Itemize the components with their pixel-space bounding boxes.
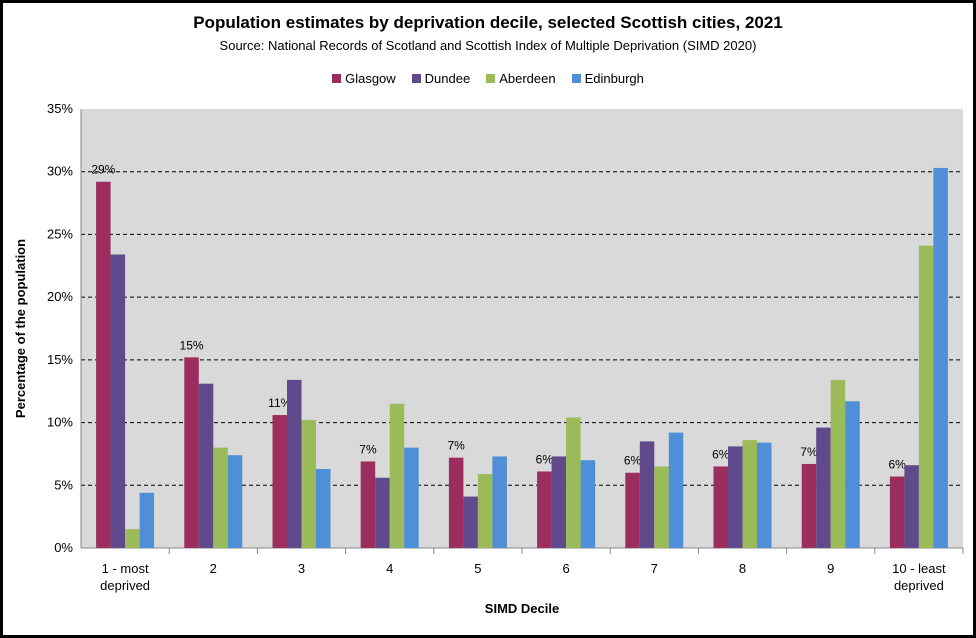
bar-dundee xyxy=(110,254,126,549)
bar-edinburgh xyxy=(316,468,331,548)
y-tick-label: 20% xyxy=(47,289,73,304)
data-label: 7% xyxy=(359,442,377,456)
bar-glasgow xyxy=(360,461,376,548)
x-tick-label: 2 xyxy=(210,561,217,576)
bar-aberdeen xyxy=(213,447,228,548)
bar-dundee xyxy=(904,465,919,548)
bar-dundee xyxy=(198,383,214,548)
y-tick-label: 15% xyxy=(47,352,73,367)
y-axis-title: Percentage of the population xyxy=(13,239,28,418)
bar-glasgow xyxy=(713,466,728,548)
bar-dundee xyxy=(639,441,655,548)
y-tick-label: 30% xyxy=(47,164,73,179)
legend-label: Edinburgh xyxy=(584,71,644,86)
x-tick-label: 4 xyxy=(386,561,393,576)
bar-glasgow xyxy=(96,181,111,548)
bar-edinburgh xyxy=(757,442,772,548)
bar-glasgow xyxy=(448,457,464,548)
x-tick-label: deprived xyxy=(100,578,150,593)
legend: Glasgow Dundee Aberdeen Edinburgh xyxy=(3,71,973,86)
data-label: 6% xyxy=(888,458,906,472)
legend-item-dundee: Dundee xyxy=(411,71,471,86)
legend-label: Aberdeen xyxy=(499,71,556,86)
data-label: 6% xyxy=(536,452,554,466)
bar-dundee xyxy=(463,496,478,548)
x-tick-label: 9 xyxy=(827,561,834,576)
bar-aberdeen xyxy=(918,245,934,548)
x-axis-title: SIMD Decile xyxy=(485,601,559,616)
legend-swatch xyxy=(486,74,496,83)
bar-edinburgh xyxy=(227,455,243,548)
y-tick-label: 0% xyxy=(54,540,73,555)
data-label: 7% xyxy=(800,445,818,459)
data-label: 6% xyxy=(624,454,642,468)
bar-aberdeen xyxy=(301,420,316,548)
chart-title: Population estimates by deprivation deci… xyxy=(193,13,783,32)
bar-aberdeen xyxy=(830,379,846,548)
bar-edinburgh xyxy=(845,401,860,548)
x-tick-label: 1 - most xyxy=(102,561,149,576)
legend-label: Glasgow xyxy=(345,71,396,86)
data-label: 29% xyxy=(91,163,115,177)
bar-edinburgh xyxy=(139,492,155,548)
bar-aberdeen xyxy=(742,440,757,548)
bar-aberdeen xyxy=(125,529,140,548)
legend-item-glasgow: Glasgow xyxy=(332,71,396,86)
x-tick-label: 6 xyxy=(562,561,569,576)
bar-glasgow xyxy=(272,415,287,548)
x-tick-label: 7 xyxy=(651,561,658,576)
bar-dundee xyxy=(551,456,567,548)
data-label: 15% xyxy=(180,338,204,352)
data-label: 7% xyxy=(447,439,465,453)
bar-edinburgh xyxy=(668,432,684,548)
bar-glasgow xyxy=(184,357,199,548)
data-label: 11% xyxy=(268,396,291,410)
bar-glasgow xyxy=(889,476,905,548)
bar-dundee xyxy=(816,427,831,548)
bar-dundee xyxy=(287,379,302,548)
bar-edinburgh xyxy=(933,167,948,549)
chart-subtitle: Source: National Records of Scotland and… xyxy=(219,38,757,53)
bar-aberdeen xyxy=(566,417,581,548)
legend-swatch xyxy=(571,74,581,83)
x-tick-label: 10 - least xyxy=(892,561,946,576)
bar-glasgow xyxy=(625,472,640,548)
legend-label: Dundee xyxy=(424,71,471,86)
legend-swatch xyxy=(411,74,421,83)
x-tick-label: 8 xyxy=(739,561,746,576)
x-tick-label: 5 xyxy=(474,561,481,576)
plot: 0%5%10%15%20%25%30%35%1 - mostdeprived29… xyxy=(13,101,964,616)
y-tick-label: 5% xyxy=(54,477,73,492)
bar-dundee xyxy=(728,446,743,548)
legend-item-aberdeen: Aberdeen xyxy=(486,71,556,86)
bar-edinburgh xyxy=(492,456,507,548)
bar-aberdeen xyxy=(654,466,669,548)
y-tick-label: 25% xyxy=(47,226,73,241)
bar-dundee xyxy=(375,477,390,548)
y-tick-label: 10% xyxy=(47,415,73,430)
bar-edinburgh xyxy=(404,447,419,548)
x-tick-label: 3 xyxy=(298,561,305,576)
x-tick-label: deprived xyxy=(894,578,944,593)
bar-aberdeen xyxy=(477,473,493,548)
legend-item-edinburgh: Edinburgh xyxy=(571,71,644,86)
data-label: 6% xyxy=(712,447,730,461)
bar-aberdeen xyxy=(389,403,405,548)
bar-glasgow xyxy=(801,463,817,548)
bar-edinburgh xyxy=(580,460,596,548)
legend-swatch xyxy=(332,74,342,83)
bar-glasgow xyxy=(537,471,552,548)
y-tick-label: 35% xyxy=(47,101,73,116)
